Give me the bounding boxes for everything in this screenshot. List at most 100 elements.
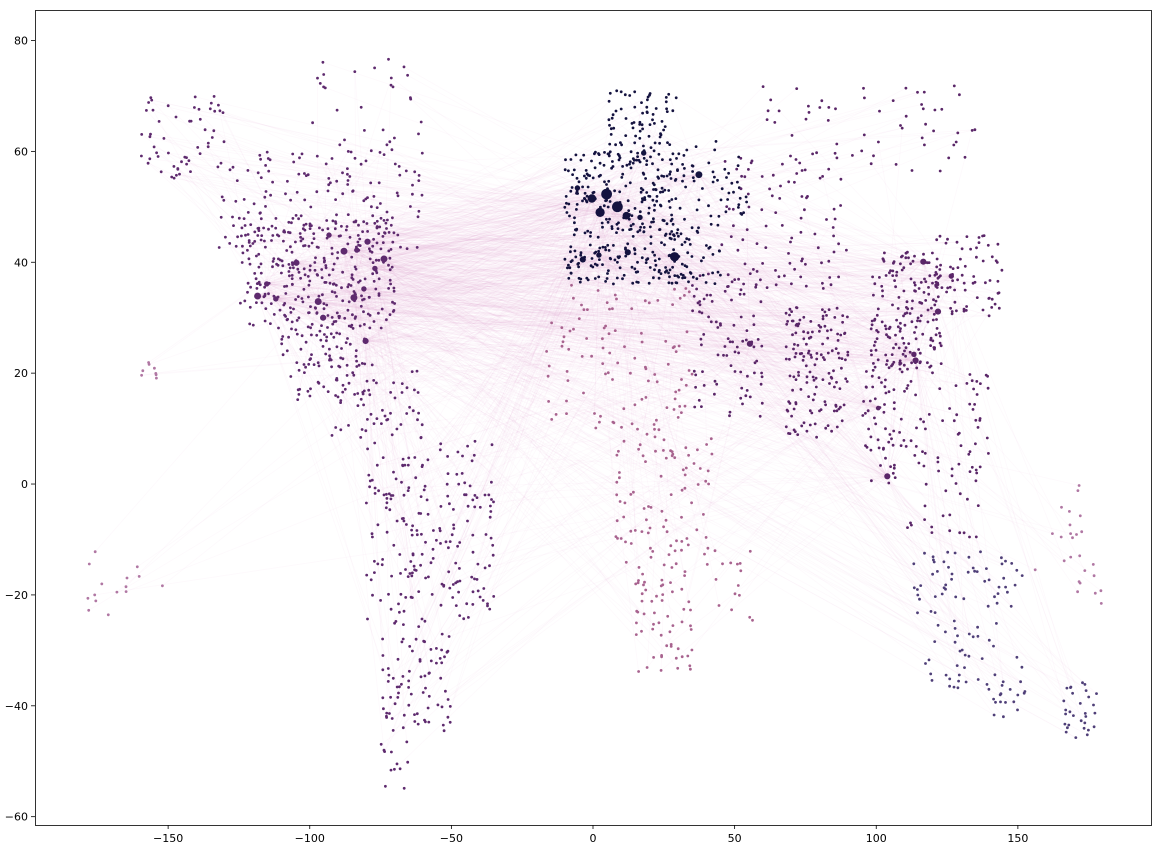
flight-route bbox=[295, 262, 616, 332]
airport-point bbox=[156, 155, 160, 158]
flight-route bbox=[323, 174, 700, 305]
airport-point bbox=[794, 158, 798, 161]
airport-point bbox=[323, 281, 327, 284]
airport-point bbox=[962, 307, 966, 311]
airport-point bbox=[976, 426, 980, 429]
flight-route bbox=[639, 216, 830, 384]
flight-route bbox=[356, 249, 735, 326]
airport-point bbox=[419, 495, 423, 498]
airport-point bbox=[667, 92, 671, 96]
airport-point bbox=[259, 262, 263, 266]
airport-point bbox=[670, 281, 674, 285]
airport-point bbox=[871, 368, 875, 372]
airport-point bbox=[197, 107, 201, 111]
flight-route bbox=[293, 161, 939, 313]
airport-point bbox=[417, 511, 421, 515]
airport-point bbox=[635, 621, 638, 625]
airport-point bbox=[636, 260, 639, 264]
flight-route bbox=[257, 295, 449, 457]
flight-route bbox=[432, 198, 593, 550]
airport-point bbox=[673, 456, 677, 459]
airport-point bbox=[723, 289, 727, 293]
airport-point bbox=[380, 307, 384, 311]
airport-point bbox=[937, 275, 941, 279]
airport-point bbox=[897, 346, 901, 350]
airport-point bbox=[899, 327, 902, 330]
flight-route bbox=[340, 225, 916, 361]
airport-point bbox=[678, 296, 682, 300]
airport-point bbox=[335, 213, 338, 217]
airport-point bbox=[1012, 700, 1016, 704]
flight-route bbox=[363, 288, 818, 360]
flight-route bbox=[356, 249, 922, 586]
flight-route bbox=[899, 311, 939, 433]
airport-point bbox=[409, 692, 413, 696]
flight-route bbox=[308, 258, 385, 286]
airport-point bbox=[834, 403, 838, 407]
airport-point bbox=[572, 168, 576, 172]
airport-point bbox=[151, 108, 155, 112]
airport-point bbox=[813, 392, 817, 396]
airport-point bbox=[647, 281, 651, 285]
airport-point bbox=[617, 256, 621, 260]
airport-point bbox=[322, 256, 326, 260]
airport-point bbox=[375, 463, 379, 467]
airport-point bbox=[638, 120, 642, 124]
airport-point bbox=[655, 418, 658, 422]
flight-route bbox=[698, 174, 955, 622]
flight-route bbox=[606, 189, 654, 195]
airport-point bbox=[86, 596, 90, 600]
airport-point bbox=[464, 493, 468, 497]
airport-point bbox=[385, 530, 389, 534]
airport-point bbox=[908, 350, 912, 354]
airport-point bbox=[381, 696, 385, 700]
airport-point bbox=[904, 114, 908, 118]
airport-point bbox=[891, 363, 894, 366]
airport-point bbox=[733, 278, 737, 281]
airport-point bbox=[919, 584, 923, 587]
airport-point bbox=[1068, 710, 1072, 714]
airport-point bbox=[325, 303, 329, 307]
airport-point bbox=[490, 443, 494, 447]
airport-point bbox=[300, 334, 304, 338]
airport-point bbox=[335, 331, 339, 335]
flight-route bbox=[328, 234, 611, 354]
airport-point bbox=[667, 189, 671, 192]
airport-point bbox=[677, 388, 681, 392]
airport-point bbox=[674, 390, 678, 394]
airport-point bbox=[646, 257, 650, 261]
airport-point bbox=[968, 535, 971, 539]
flight-route bbox=[301, 153, 627, 217]
airport-point bbox=[652, 217, 655, 221]
flight-route bbox=[379, 198, 593, 204]
airport-point bbox=[662, 438, 666, 442]
airport-point bbox=[628, 228, 631, 232]
airport-point bbox=[913, 283, 917, 287]
airport-point bbox=[663, 243, 666, 247]
airport-point bbox=[622, 407, 626, 411]
airport-point bbox=[368, 257, 372, 261]
flight-route bbox=[594, 198, 916, 361]
airport-point bbox=[312, 232, 316, 236]
airport-point bbox=[589, 231, 592, 234]
airport-point bbox=[343, 316, 347, 320]
flight-route bbox=[257, 295, 718, 385]
airport-point bbox=[743, 262, 747, 266]
flight-route bbox=[617, 206, 955, 291]
flight-route bbox=[359, 311, 939, 327]
airport-point bbox=[308, 394, 312, 398]
airport-point bbox=[810, 356, 813, 359]
airport-point bbox=[920, 136, 924, 140]
airport-point bbox=[737, 351, 740, 355]
flight-route bbox=[367, 241, 797, 354]
flight-route bbox=[574, 174, 700, 224]
airport-point bbox=[381, 558, 384, 561]
flight-route bbox=[363, 288, 864, 416]
airport-point bbox=[270, 224, 274, 228]
airport-point bbox=[603, 246, 607, 249]
flight-route bbox=[598, 254, 939, 459]
airport-point bbox=[373, 486, 377, 490]
airport-point bbox=[615, 480, 619, 484]
airport-point bbox=[913, 289, 916, 293]
airport-point bbox=[341, 299, 345, 303]
